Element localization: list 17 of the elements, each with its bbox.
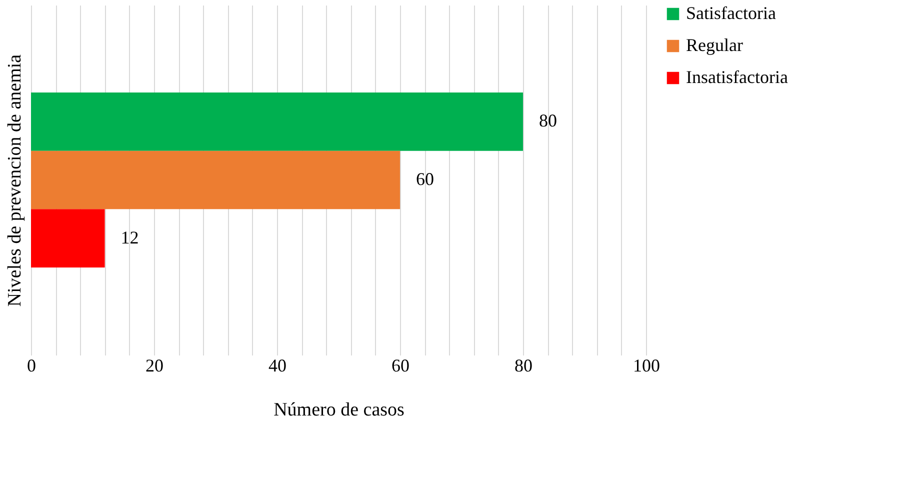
x-tick-label: 0	[27, 356, 36, 376]
x-tick-label: 100	[633, 356, 660, 376]
bar	[31, 209, 105, 268]
data-label: 60	[416, 169, 434, 189]
legend-label: Regular	[686, 35, 743, 55]
x-axis-title: Número de casos	[274, 400, 404, 420]
bar	[31, 92, 523, 151]
x-tick-label: 80	[514, 356, 532, 376]
x-tick-label: 40	[268, 356, 286, 376]
data-label: 80	[539, 110, 557, 131]
y-axis-title: Niveles de prevencion de anemia	[4, 54, 26, 307]
legend-label: Satisfactoria	[686, 3, 776, 23]
x-tick-label: 20	[146, 356, 164, 376]
data-label: 12	[120, 227, 139, 248]
x-tick-label: 60	[392, 356, 410, 376]
bar	[31, 150, 400, 210]
legend-label: Insatisfactoria	[686, 67, 788, 87]
